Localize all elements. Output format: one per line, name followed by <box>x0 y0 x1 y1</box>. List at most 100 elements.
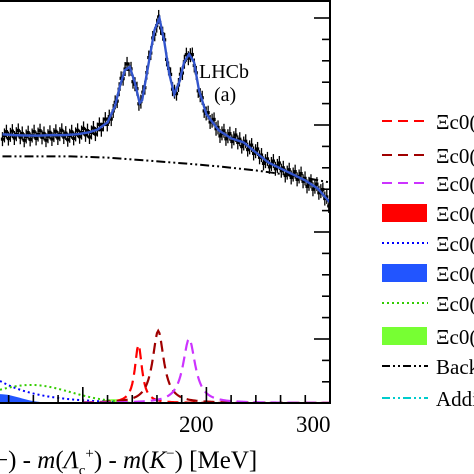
data-point <box>212 117 216 122</box>
data-point <box>66 138 70 142</box>
data-point <box>127 67 131 71</box>
data-point <box>301 179 305 183</box>
tick-marks <box>7 17 331 405</box>
data-point <box>70 130 74 134</box>
data-point <box>20 131 24 136</box>
data-point <box>299 171 303 176</box>
data-point <box>283 173 287 178</box>
legend-label-10: Additional <box>436 387 474 411</box>
data-point <box>87 135 92 139</box>
data-point <box>0 137 5 141</box>
data-point <box>184 53 188 57</box>
legend-swatch-6 <box>382 264 427 282</box>
data-point <box>103 117 107 121</box>
data-point <box>267 165 272 169</box>
data-point <box>32 130 36 134</box>
data-point <box>85 129 90 133</box>
plot-area <box>0 9 331 404</box>
data-point <box>76 128 80 132</box>
legend-label-3: Ξc0(2965) <box>436 172 474 196</box>
data-point <box>279 169 283 173</box>
data-point <box>93 132 98 136</box>
data-point <box>16 128 20 133</box>
data-point <box>255 147 260 151</box>
data-point <box>309 179 313 183</box>
data-point <box>28 137 32 141</box>
legend-label-2: Ξc0(2939) <box>436 144 474 168</box>
data-point <box>277 161 281 165</box>
data-point <box>6 136 11 141</box>
data-point <box>77 135 82 139</box>
data-point <box>174 92 179 96</box>
data-point <box>208 120 212 124</box>
legend-label-6: Ξc0(2790) <box>436 262 474 286</box>
data-point <box>327 204 331 208</box>
data-point <box>289 175 293 180</box>
data-point <box>26 131 30 135</box>
data-point <box>48 130 52 134</box>
data-point <box>317 191 321 195</box>
data-point <box>230 139 234 144</box>
data-point <box>325 195 329 199</box>
data-point <box>40 135 44 139</box>
data-point <box>273 167 277 171</box>
data-point <box>287 168 291 172</box>
data-point <box>257 155 262 159</box>
data-point <box>323 196 327 201</box>
data-point <box>218 134 222 138</box>
data-point <box>83 133 88 137</box>
total-fit-curve <box>2 13 331 204</box>
legend: Ξc0(2923) Ξc0(2939) Ξc0(2965) Ξc0(2880) Ξc0(… <box>382 110 474 411</box>
legend-swatch-8 <box>382 327 427 345</box>
x-tick-label-200: 200 <box>179 412 214 437</box>
data-point <box>206 111 210 115</box>
data-point <box>99 128 103 132</box>
data-point <box>38 129 42 133</box>
data-point <box>125 62 129 66</box>
data-point <box>4 130 9 134</box>
data-point <box>234 133 238 137</box>
data-point <box>305 184 309 188</box>
data-point <box>293 170 297 174</box>
data-point <box>295 177 299 181</box>
legend-label-5: Ξc0(2880) <box>436 232 474 256</box>
data-point <box>109 117 113 121</box>
data-point <box>105 122 109 127</box>
green-dotted-component <box>0 383 119 403</box>
data-point <box>97 122 101 127</box>
x-axis-title: −) - m(Λc+) - m(K−) [MeV] <box>0 446 257 474</box>
data-point <box>60 128 64 132</box>
data-point <box>190 52 194 57</box>
data-point <box>311 187 315 191</box>
data-point <box>244 139 248 143</box>
data-point <box>265 157 270 161</box>
data-point <box>303 176 307 180</box>
blue-filled-component <box>0 394 40 403</box>
data-point <box>62 135 66 139</box>
data-point <box>250 143 254 147</box>
data-point <box>240 145 244 149</box>
data-point <box>22 138 26 142</box>
legend-label-1: Ξc0(2923) <box>436 110 474 134</box>
data-point <box>236 140 240 145</box>
data-point <box>186 56 190 60</box>
data-point <box>315 182 319 186</box>
plot-frame <box>0 0 331 404</box>
legend-label-8: Ξc0(2815) <box>436 325 474 349</box>
data-point <box>56 136 60 140</box>
legend-label-4: Ξc0(2880) <box>436 202 474 226</box>
data-point <box>72 136 76 140</box>
x-tick-label-300: 300 <box>296 412 331 437</box>
experiment-label: LHCb <box>199 61 249 83</box>
blue-dotted-component <box>0 380 119 403</box>
data-point <box>131 80 135 84</box>
data-point <box>222 129 226 133</box>
data-point <box>42 131 46 136</box>
data-point <box>81 126 86 130</box>
data-point <box>228 132 232 136</box>
data-point <box>50 137 54 141</box>
data-point <box>91 126 96 130</box>
legend-label-9: Background <box>436 355 474 379</box>
data-point <box>281 166 285 170</box>
